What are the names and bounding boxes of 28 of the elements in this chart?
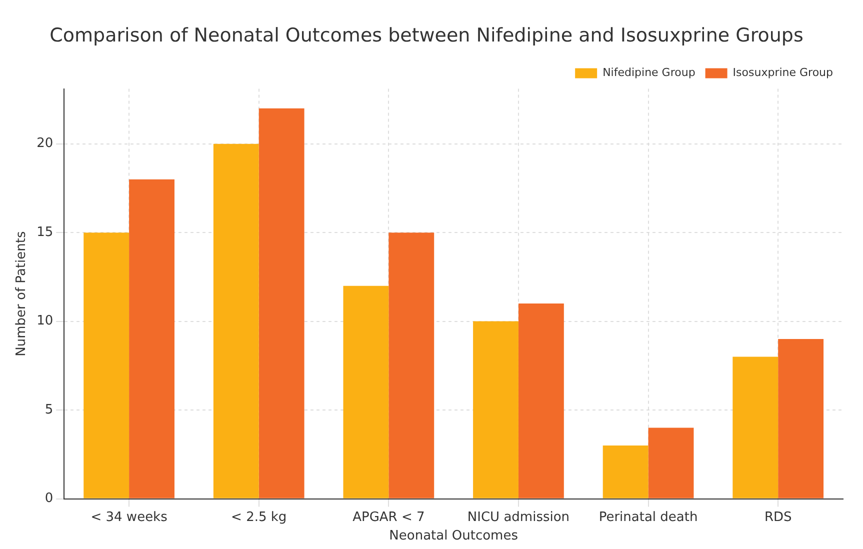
bar (473, 321, 518, 498)
bar (602, 446, 648, 498)
bar (518, 304, 564, 498)
bar (343, 286, 389, 498)
x-tick-label: < 34 weeks (90, 510, 168, 525)
bar (84, 232, 130, 498)
bar (648, 428, 694, 498)
x-tick-label: Perinatal death (598, 510, 698, 525)
y-tick-label: 10 (36, 314, 54, 329)
x-axis-title: Neonatal Outcomes (389, 528, 518, 544)
x-tick-label: < 2.5 kg (231, 510, 287, 525)
bar (213, 144, 259, 498)
legend-label: Isosuxprine Group (732, 66, 834, 80)
y-tick-label: 15 (36, 224, 54, 240)
x-tick-label: RDS (764, 510, 792, 525)
chart-title: Comparison of Neonatal Outcomes between Nifedipine and Isosuxprine Groups (50, 24, 804, 46)
bar (732, 356, 778, 498)
bar (778, 339, 824, 498)
x-tick-label: NICU admission (467, 510, 570, 525)
y-axis-title: Number of Patients (14, 231, 30, 356)
y-tick-label: 0 (44, 491, 54, 506)
bar (129, 179, 174, 498)
y-tick-label: 5 (44, 402, 54, 418)
legend-label: Nifedipine Group (602, 66, 696, 80)
bar (388, 232, 434, 498)
bar (258, 108, 304, 498)
x-tick-label: APGAR < 7 (352, 510, 425, 525)
y-tick-label: 20 (36, 136, 54, 152)
